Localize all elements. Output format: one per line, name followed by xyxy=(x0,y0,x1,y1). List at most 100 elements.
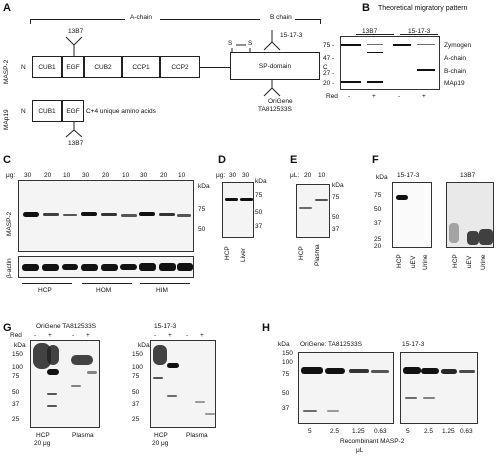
h-mw: 150 xyxy=(282,350,293,357)
bracket-tick xyxy=(320,19,321,24)
b-mw-47: 47 - xyxy=(323,55,335,62)
panel-g-label: G xyxy=(3,322,12,334)
f-lane: HCP xyxy=(396,254,403,268)
domain-sp: SP-domain xyxy=(230,52,320,80)
c-load: 10 xyxy=(178,172,186,179)
disulfide-s2: S xyxy=(248,40,253,47)
c-load: 30 xyxy=(140,172,148,179)
c-load: 20 xyxy=(102,172,110,179)
b-mw-20: 20 - xyxy=(323,80,335,87)
c-actin-label: β-actin xyxy=(6,258,13,278)
b-band-a-chain: A-chain xyxy=(444,55,467,62)
masp2-c-term: C xyxy=(323,64,328,71)
g-load1: 20 μg xyxy=(34,440,51,447)
domain-cub1: CUB1 xyxy=(32,56,62,78)
b-mw-75: 75 - xyxy=(323,42,335,49)
d-lane-hcp: HCP xyxy=(224,246,231,260)
e-mw-50: 50 xyxy=(332,214,340,221)
b-chain-bracket xyxy=(295,19,320,20)
g-blot-15173 xyxy=(150,340,216,428)
e-mw-75: 75 xyxy=(332,194,340,201)
b-red-sign: - xyxy=(348,93,351,100)
g-mw2: 37 xyxy=(132,401,140,408)
f-mw-75: 75 xyxy=(374,192,382,199)
c-group-rule xyxy=(140,283,190,284)
g-sign: + xyxy=(86,332,90,339)
f-mw-25: 25 xyxy=(374,236,382,243)
panel-f-label: F xyxy=(372,154,379,166)
c-load: 30 xyxy=(82,172,90,179)
panel-b-title: Theoretical migratory pattern xyxy=(378,5,468,12)
e-lane-plasma: Plasma xyxy=(314,244,321,266)
domain-egf: EGF xyxy=(62,56,84,78)
e-lane-hcp: HCP xyxy=(298,246,305,260)
c-group-hom: HOM xyxy=(96,287,112,294)
d-mw-75: 75 xyxy=(255,192,263,199)
d-load: 30 xyxy=(229,172,237,179)
c-kda: kDa xyxy=(198,183,210,190)
panel-h-label: H xyxy=(262,322,270,334)
antibody-15173-icon xyxy=(263,30,281,51)
a-chain-label: A-chain xyxy=(130,14,153,21)
g-red: Red xyxy=(10,332,22,339)
disulfide-s1: S xyxy=(228,40,233,47)
g-mw2: 75 xyxy=(132,373,140,380)
g-sign: + xyxy=(168,332,172,339)
panel-b-label: B xyxy=(362,2,370,14)
h-load: 2.5 xyxy=(330,428,340,435)
h-load: 5 xyxy=(406,428,410,435)
g-sign: - xyxy=(186,332,189,339)
c-ug-label: μg: xyxy=(6,172,16,179)
map19-domain-cub1: CUB1 xyxy=(32,100,62,122)
c-group-hcp: HCP xyxy=(38,287,52,294)
b-band-zymogen: Zymogen xyxy=(444,42,472,49)
c-load: 30 xyxy=(24,172,32,179)
b-red-sign: - xyxy=(398,93,401,100)
b-band-b-chain: B-chain xyxy=(444,68,467,75)
f-lane: uEV xyxy=(466,255,473,268)
antibody-origene-icon xyxy=(263,80,281,97)
f-lane: uEV xyxy=(410,255,417,268)
g-mw: 75 xyxy=(12,373,20,380)
g-mw2: 100 xyxy=(132,364,143,371)
f-lane: Urine xyxy=(422,254,429,270)
b-red-sign: + xyxy=(422,93,426,100)
d-lane-liver: Liver xyxy=(240,247,247,262)
e-ul-label: μL: xyxy=(290,172,300,179)
h-mw: 100 xyxy=(282,359,293,366)
h-mw: 50 xyxy=(282,390,290,397)
h-mw: 37 xyxy=(282,405,290,412)
linker xyxy=(200,67,230,68)
panel-c-label: C xyxy=(3,154,11,166)
h-title2: 15-17-3 xyxy=(402,341,425,348)
g-sign: + xyxy=(200,332,204,339)
g-kda2: kDa xyxy=(138,342,150,349)
h-load: 1.25 xyxy=(442,428,455,435)
domain-ccp1: CCP1 xyxy=(122,56,160,78)
c-load: 20 xyxy=(160,172,168,179)
d-mw-50: 50 xyxy=(255,209,263,216)
d-ug-label: μg: xyxy=(216,172,226,179)
c-group-rule xyxy=(82,283,132,284)
ab-15173: 15-17-3 xyxy=(280,32,303,39)
f-mw-37: 37 xyxy=(374,220,382,227)
e-load: 20 xyxy=(304,172,312,179)
c-mw-75: 75 xyxy=(198,206,206,213)
f-blot-15173 xyxy=(392,182,432,248)
map19-n-term: N xyxy=(21,108,26,115)
masp2-n-term: N xyxy=(21,64,26,71)
g-mw2: 150 xyxy=(132,351,143,358)
masp2-axis-label: MASP-2 xyxy=(3,59,10,84)
g-mw: 37 xyxy=(12,401,20,408)
f-blot-13b7 xyxy=(446,182,494,248)
origene-label-2: TA812533S xyxy=(258,106,292,113)
c-group-rule xyxy=(22,283,72,284)
b-col-rule xyxy=(356,34,394,35)
g-plasma1: Plasma xyxy=(72,432,94,439)
panel-e-label: E xyxy=(290,154,298,166)
b-col-15173: 15-17-3 xyxy=(408,28,431,35)
map19-axis-label: MAp19 xyxy=(3,109,10,130)
b-mw-27: 27 - xyxy=(323,70,335,77)
f-ab1: 15-17-3 xyxy=(397,172,420,179)
c-load: 10 xyxy=(63,172,71,179)
